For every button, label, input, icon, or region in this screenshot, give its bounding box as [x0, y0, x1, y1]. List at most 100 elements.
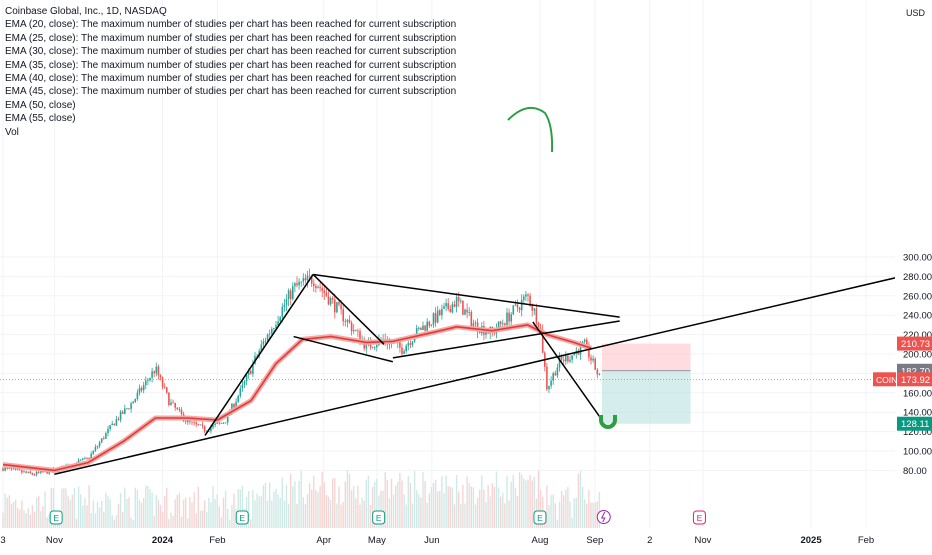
candle-body — [115, 419, 118, 426]
volume-bar — [401, 480, 403, 528]
volume-bar — [584, 499, 586, 528]
legend-volume[interactable]: Vol — [5, 126, 19, 138]
volume-bar — [126, 498, 128, 528]
volume-bar — [178, 492, 181, 528]
candle-body — [138, 387, 141, 393]
volume-bar — [403, 494, 405, 528]
volume-bar — [164, 496, 166, 528]
trendline[interactable] — [532, 321, 603, 421]
price-tick-label: 220.00 — [903, 330, 932, 341]
trendline[interactable] — [312, 273, 385, 345]
candle-body — [550, 380, 552, 386]
legend-ema-25[interactable]: EMA (25, close): The maximum number of s… — [5, 32, 457, 44]
take-profit-zone[interactable] — [601, 370, 691, 424]
candle-body — [105, 433, 107, 439]
legend-ema-20[interactable]: EMA (20, close): The maximum number of s… — [5, 19, 457, 31]
candle-body — [405, 345, 407, 352]
volume-bar — [392, 494, 395, 528]
candle-body — [344, 321, 347, 323]
trendline[interactable] — [313, 273, 620, 318]
price-tag-last[interactable] — [897, 372, 932, 387]
volume-bar — [512, 474, 514, 528]
trendline[interactable] — [54, 272, 915, 476]
candle-body — [583, 339, 586, 342]
candle-body — [6, 467, 8, 469]
price-axis[interactable]: USD80.00100.00120.00140.00160.00180.0020… — [873, 0, 932, 550]
volume-bar — [470, 486, 472, 528]
volume-bar — [487, 485, 489, 528]
volume-bar — [336, 503, 338, 528]
volume-bar — [548, 505, 550, 528]
earnings-marker[interactable] — [372, 510, 386, 525]
volume-bar — [523, 478, 525, 528]
volume-bar — [166, 487, 168, 528]
candle-body — [197, 424, 200, 426]
candle-body — [170, 402, 172, 405]
volume-bar — [449, 486, 451, 528]
candle-body — [453, 304, 456, 307]
legend-ema-30[interactable]: EMA (30, close): The maximum number of s… — [5, 46, 457, 58]
candle-body — [562, 359, 565, 362]
candle-body — [327, 296, 330, 305]
volume-bar — [422, 472, 424, 528]
volume-bar — [273, 491, 275, 528]
candle-body — [14, 468, 17, 470]
candle-body — [420, 328, 422, 331]
candle-body — [16, 469, 19, 470]
volume-bar — [363, 500, 365, 528]
trendlines[interactable] — [54, 272, 915, 476]
candle-body — [474, 322, 477, 324]
volume-bar — [128, 497, 130, 528]
short-position-tool[interactable] — [0, 343, 895, 424]
earnings-marker[interactable] — [235, 510, 249, 525]
legend-ema-35[interactable]: EMA (35, close): The maximum number of s… — [5, 59, 457, 71]
volume-bar — [262, 485, 265, 528]
volume-bar — [6, 497, 8, 528]
legend-ema-50[interactable]: EMA (50, close) — [5, 99, 76, 111]
volume-bar — [539, 490, 542, 528]
candle-body — [346, 319, 349, 322]
volume-bar — [23, 510, 25, 528]
candle-body — [231, 403, 233, 413]
volume-bar — [577, 473, 580, 528]
volume-bar — [143, 497, 145, 528]
legend-ema-55[interactable]: EMA (55, close) — [5, 113, 76, 125]
trendline[interactable] — [204, 274, 314, 436]
volume-bar — [409, 482, 412, 528]
volume-bar — [153, 516, 155, 528]
volume-bar — [598, 491, 601, 528]
volume-bar — [218, 506, 220, 528]
legend-ema-40[interactable]: EMA (40, close): The maximum number of s… — [5, 73, 457, 85]
time-axis[interactable]: 3 Nov 2024 Feb Apr May Jun Aug Sep 2 Nov 2025 Feb — [0, 528, 895, 550]
candle-body — [220, 422, 223, 424]
earnings-marker[interactable] — [49, 510, 63, 525]
price-tick-label: 80.00 — [903, 466, 927, 477]
trendline[interactable] — [392, 320, 620, 359]
split-marker[interactable] — [596, 510, 611, 524]
candle-body — [554, 373, 557, 376]
earnings-marker[interactable] — [692, 510, 706, 525]
candle-body — [411, 341, 414, 345]
volume-bar — [147, 485, 149, 528]
volume-bar — [437, 491, 439, 528]
volume-bar — [382, 490, 384, 528]
volume-bar — [575, 497, 577, 528]
earnings-marker[interactable] — [533, 510, 547, 525]
price-tag-target-text: 128.11 — [901, 419, 929, 430]
symbol-tag[interactable] — [873, 372, 896, 387]
price-tag-stop[interactable] — [897, 336, 932, 351]
volume-bar — [527, 479, 529, 528]
candle-body — [313, 283, 315, 287]
candle-body — [422, 325, 424, 331]
legend-ema-45[interactable]: EMA (45, close): The maximum number of s… — [5, 86, 457, 98]
candle-body — [214, 423, 216, 426]
price-tag-target[interactable] — [897, 416, 932, 431]
volume-bar — [573, 498, 575, 528]
trendline[interactable] — [293, 335, 394, 363]
volume-bar — [94, 513, 97, 528]
stop-loss-zone[interactable] — [601, 343, 691, 371]
chart-title[interactable]: Coinbase Global, Inc., 1D, NASDAQ — [5, 6, 167, 17]
